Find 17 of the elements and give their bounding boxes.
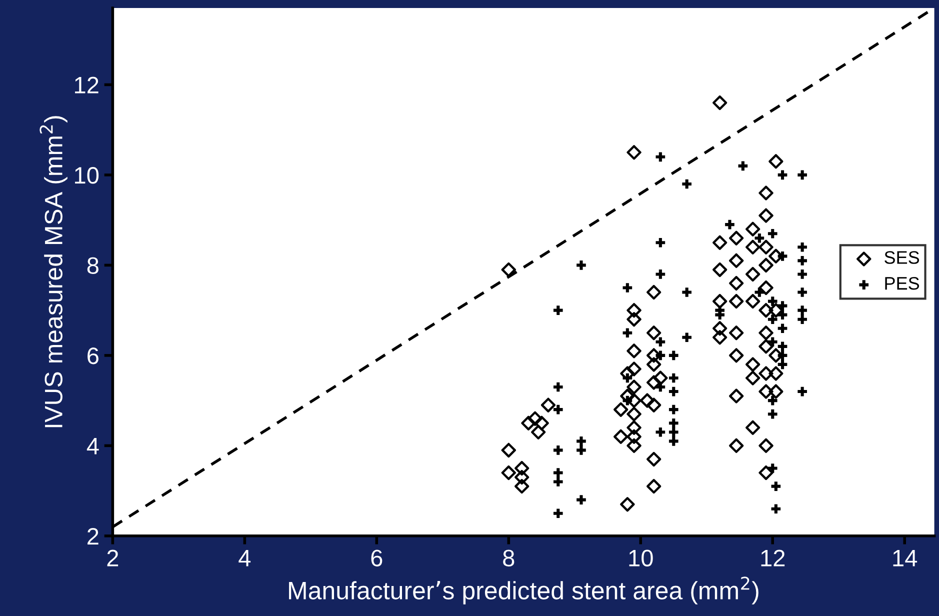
- x-tick-label: 8: [503, 550, 514, 566]
- x-tick-label: 4: [238, 550, 251, 566]
- y-tick-label: 4: [86, 438, 99, 454]
- x-tick-label: 6: [371, 550, 382, 566]
- y-axis-title: IVUS measured MSA (mm$^{2}$): [40, 116, 68, 428]
- y-tick-label: 10: [75, 167, 99, 184]
- x-tick-label: 2: [107, 550, 118, 566]
- y-tick-label: 2: [88, 528, 98, 544]
- x-tick-label: 12: [761, 550, 785, 566]
- x-tick-label: 14: [893, 550, 918, 566]
- y-tick-label: 8: [87, 257, 98, 274]
- x-axis-title: Manufacturer’s predicted stent area (mm$^{2}$): [289, 576, 758, 604]
- y-tick-label: 12: [75, 76, 98, 94]
- x-tick-label: 10: [629, 550, 653, 566]
- legend-label: PES: [885, 276, 920, 290]
- legend-label: SES: [884, 251, 920, 264]
- y-tick-label: 6: [88, 348, 98, 364]
